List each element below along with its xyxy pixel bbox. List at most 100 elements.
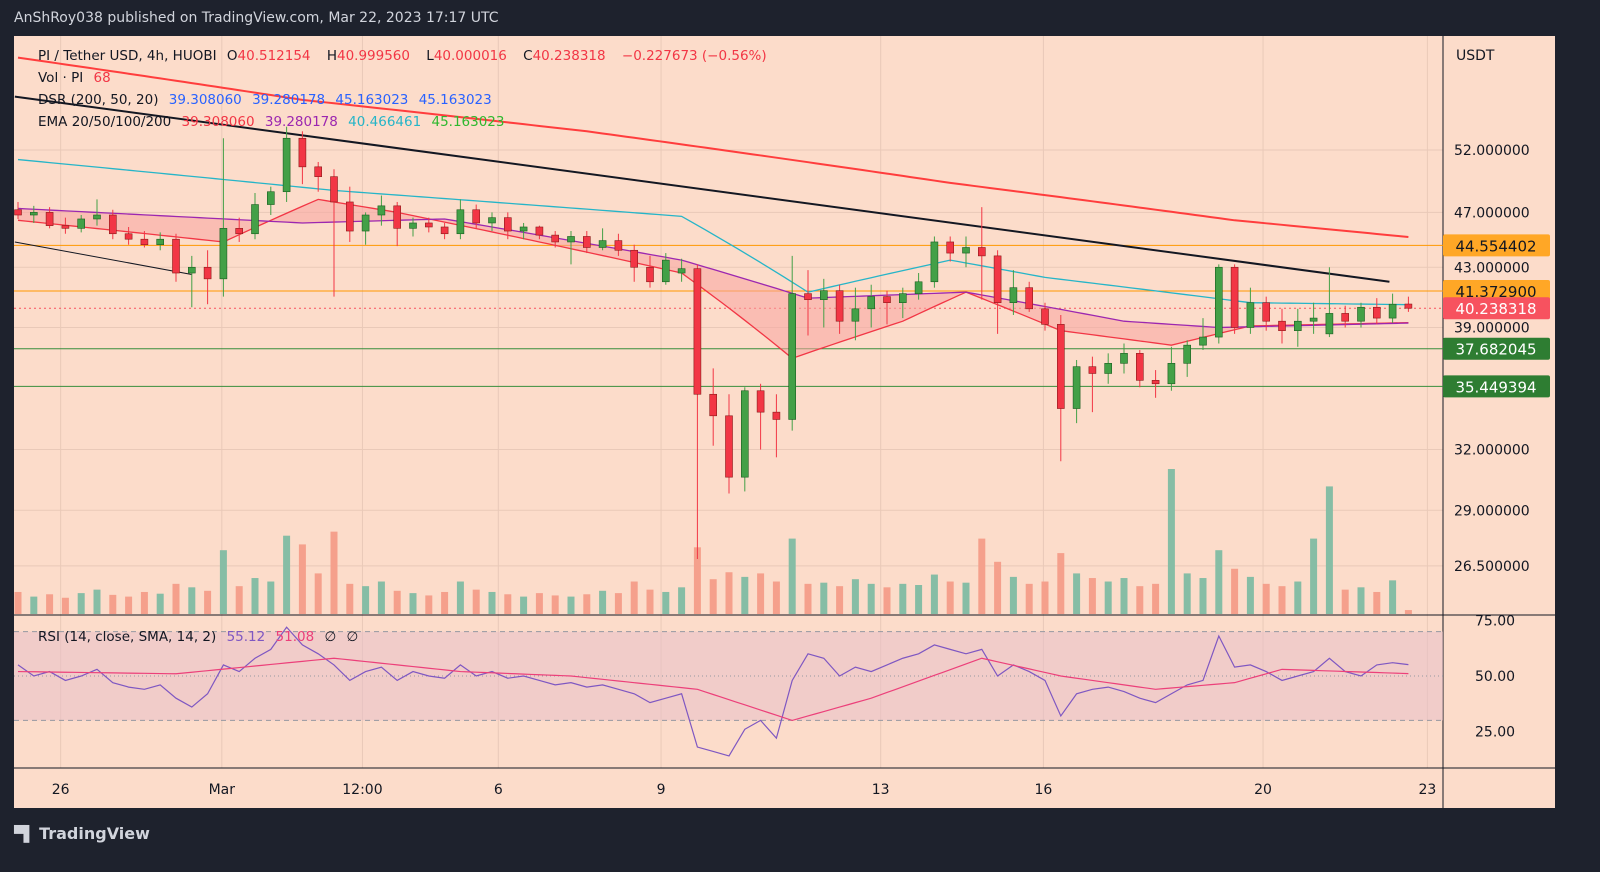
volume-bar [77,593,85,614]
candle [725,394,733,494]
tradingview-brand[interactable]: ▀▌ TradingView [14,824,150,843]
candle-body [1104,363,1112,374]
volume-bar [820,582,828,614]
chart-area[interactable]: USDT 52.000000 47.000000 43.000000 39.000000… [14,36,1555,808]
candle-body [1199,336,1207,346]
rsi-extra-value: ∅ [324,629,337,645]
volume-bar [1404,610,1412,614]
volume-bar [836,586,844,614]
volume-bar [567,596,575,614]
candle-body [962,247,970,254]
volume-bar [251,578,259,614]
open-value: 40.512154 [237,48,311,64]
volume-bar [1246,576,1254,614]
rsi-sma-value: 51.08 [275,629,315,645]
candle-body [503,217,512,232]
candle [377,195,386,226]
volume-bar [757,573,765,614]
candle [1120,343,1128,374]
candle [1183,340,1191,377]
candle-body [1215,266,1223,338]
volume-bar [283,535,291,614]
candle-body [14,209,22,216]
volume-bar [978,538,986,614]
volume-bar [377,581,385,614]
candle [946,236,955,262]
dsr-value: 45.163023 [335,92,409,108]
volume-bar [330,531,338,614]
price-tick-label: 32.000000 [1454,443,1530,459]
candle [314,161,323,192]
price-tick-label: 29.000000 [1454,503,1530,519]
candle [251,192,259,240]
candle [235,217,243,242]
candle-body [788,293,797,420]
rsi-label: RSI (14, close, SMA, 14, 2) [38,629,217,645]
candle-body [1025,287,1034,310]
price-chart[interactable]: USDT 52.000000 47.000000 43.000000 39.000000… [14,36,1555,808]
ema-line-1 [17,198,1409,360]
volume-bar [946,581,954,614]
candle-body [124,233,133,240]
candle-body [1057,324,1065,409]
volume-bar [962,582,970,614]
time-tick-label: 20 [1254,782,1272,798]
candle [14,201,22,219]
candle-body [946,241,955,254]
rsi-legend: RSI (14, close, SMA, 14, 2) 55.12 51.08 … [38,629,364,645]
rsi-tick-label: 50.00 [1475,669,1515,685]
currency-label: USDT [1456,48,1495,64]
candle [646,255,654,288]
volume-bar [456,581,464,614]
candle-body [361,214,370,232]
volume-bar [535,593,543,614]
volume-bar [851,579,859,614]
candle-body [1404,303,1413,309]
candle [756,383,765,450]
candle [819,278,828,328]
candle-body [61,225,70,229]
candle [472,204,481,229]
rsi-sma-line [17,657,1409,722]
volume-bar [1120,578,1128,614]
volume-bar [488,591,496,614]
candle [1325,267,1334,338]
volume-bar [219,550,227,614]
volume-bar [1104,581,1112,614]
volume-bar [1325,486,1333,614]
candle [77,215,86,233]
volume-bar [772,581,780,614]
candle [61,217,70,234]
volume-bar [1215,550,1223,614]
ema-line-4 [17,56,1409,239]
candle-body [345,201,354,232]
candle [709,368,718,446]
price-tag-label: 41.372900 [1455,283,1536,301]
volume-bar [109,594,117,614]
symbol-legend: PI / Tether USD, 4h, HUOBI O40.512154 H4… [38,48,773,64]
candle [361,212,370,245]
candle-body [883,296,891,303]
candle [1278,308,1286,344]
volume-bar [93,589,101,614]
candle [1057,314,1065,462]
candle-body [819,290,828,300]
volume-bar [346,583,354,614]
candle-body [1120,353,1128,364]
candle-body [709,393,718,417]
candle-body [614,240,623,251]
candle-body [424,222,433,228]
volume-bar [709,579,717,614]
candle-body [772,411,781,420]
candle-body [1341,313,1349,322]
volume-bar [1278,586,1286,614]
ema-line-2 [17,207,1409,329]
dsr-legend: DSR (200, 50, 20) 39.308060 39.280178 45… [38,92,498,108]
candle [930,236,939,288]
candle-body [282,137,291,193]
candle-body [1072,366,1081,409]
candle [661,253,670,285]
volume-bar [1294,581,1302,614]
volume-bar [267,581,275,614]
candle [1404,296,1413,312]
